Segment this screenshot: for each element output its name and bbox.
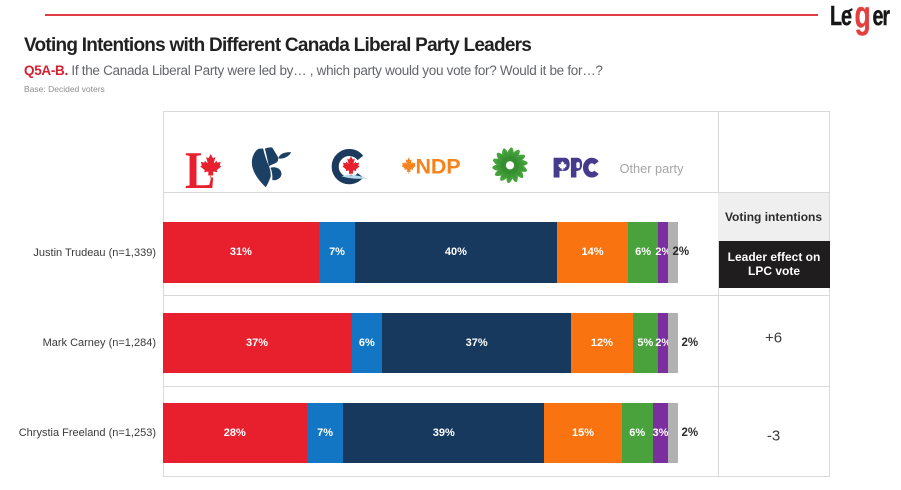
- svg-text:NDP: NDP: [416, 155, 461, 179]
- svg-text:Other party: Other party: [620, 161, 685, 176]
- svg-text:g: g: [855, 0, 871, 36]
- svg-text:Le: Le: [830, 1, 852, 32]
- svg-text:er: er: [872, 1, 890, 32]
